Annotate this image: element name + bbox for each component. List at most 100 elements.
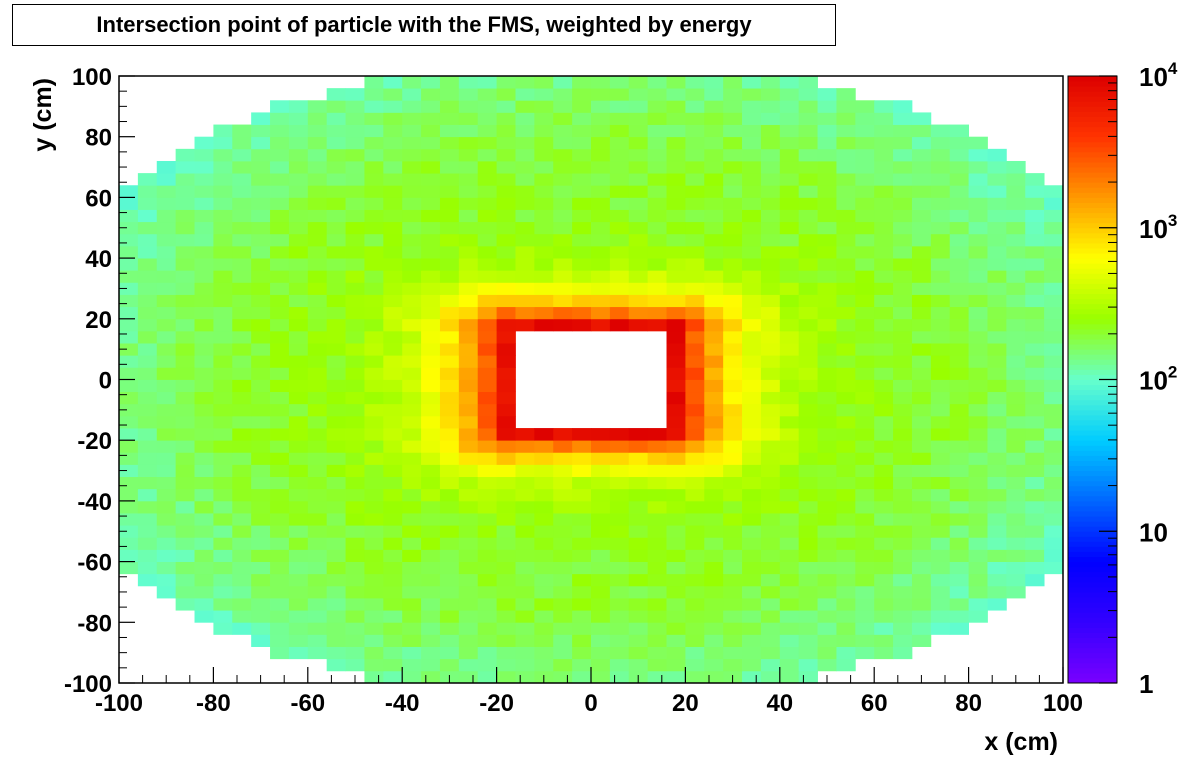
heatmap-bin xyxy=(270,646,290,660)
heatmap-bin xyxy=(742,622,762,635)
heatmap-bin xyxy=(156,233,177,247)
heatmap-bin xyxy=(968,464,988,478)
heatmap-bin xyxy=(930,610,951,623)
heatmap-bin xyxy=(213,622,233,635)
heatmap-bin xyxy=(477,367,497,380)
heatmap-bin xyxy=(723,415,743,429)
heatmap-bin xyxy=(213,500,233,514)
heatmap-bin xyxy=(572,282,592,295)
heatmap-bin xyxy=(213,549,233,562)
heatmap-bin xyxy=(326,124,346,138)
heatmap-bin xyxy=(251,355,271,368)
heatmap-bin xyxy=(515,245,535,259)
heatmap-bin xyxy=(742,415,762,429)
heatmap-bin xyxy=(572,124,592,138)
heatmap-bin xyxy=(251,488,271,502)
heatmap-bin xyxy=(723,598,743,611)
heatmap-bin xyxy=(572,670,592,684)
heatmap-bin xyxy=(572,464,592,478)
colorbar-segment xyxy=(1068,521,1117,527)
heatmap-bin xyxy=(137,221,158,235)
heatmap-bin xyxy=(288,428,309,441)
heatmap-bin xyxy=(987,197,1007,210)
heatmap-bin xyxy=(817,525,837,538)
heatmap-bin xyxy=(383,112,403,125)
heatmap-bin xyxy=(874,428,894,441)
heatmap-bin xyxy=(779,634,800,647)
heatmap-bin xyxy=(137,209,158,223)
heatmap-bin xyxy=(779,598,800,611)
heatmap-bin xyxy=(364,549,384,562)
heatmap-bin xyxy=(1025,561,1045,575)
heatmap-bin xyxy=(1006,173,1026,186)
heatmap-bin xyxy=(723,185,743,198)
heatmap-bin xyxy=(175,245,195,259)
heatmap-bin xyxy=(251,537,271,550)
heatmap-bin xyxy=(364,245,384,259)
heatmap-bin xyxy=(647,561,667,575)
heatmap-bin xyxy=(893,634,913,647)
heatmap-bin xyxy=(496,306,516,320)
colorbar-segment xyxy=(1068,227,1117,234)
colorbar-segment xyxy=(1068,602,1117,608)
heatmap-bin xyxy=(383,160,403,174)
heatmap-bin xyxy=(911,476,932,490)
heatmap-bin xyxy=(930,488,951,502)
heatmap-bin xyxy=(723,585,743,599)
heatmap-bin xyxy=(477,415,497,429)
heatmap-bin xyxy=(666,76,686,89)
heatmap-bin xyxy=(156,245,177,259)
heatmap-bin xyxy=(987,440,1007,453)
colorbar-segment xyxy=(1068,151,1117,158)
heatmap-bin xyxy=(402,573,422,587)
heatmap-bin xyxy=(628,634,649,647)
heatmap-bin xyxy=(364,270,384,283)
heatmap-bin xyxy=(421,245,441,259)
heatmap-bin xyxy=(137,270,158,283)
heatmap-bin xyxy=(402,330,422,344)
heatmap-bin xyxy=(137,318,158,332)
heatmap-bin xyxy=(874,488,894,502)
heatmap-bin xyxy=(534,148,554,162)
heatmap-bin xyxy=(911,282,932,295)
heatmap-bin xyxy=(439,525,460,538)
heatmap-bin xyxy=(628,136,649,150)
heatmap-bin xyxy=(836,573,856,587)
z-tick-label: 103 xyxy=(1139,211,1177,244)
heatmap-bin xyxy=(477,100,497,113)
heatmap-bin xyxy=(270,173,290,186)
heatmap-bin xyxy=(421,440,441,453)
x-tick-label: 20 xyxy=(672,690,699,717)
heatmap-bin xyxy=(156,537,177,550)
heatmap-bin xyxy=(1044,440,1064,453)
heatmap-bin xyxy=(288,367,309,380)
heatmap-bin xyxy=(213,598,233,611)
heatmap-bin xyxy=(666,513,686,526)
heatmap-bin xyxy=(364,88,384,101)
heatmap-bin xyxy=(609,440,630,453)
heatmap-bin xyxy=(534,513,554,526)
heatmap-bin xyxy=(666,598,686,611)
heatmap-bin xyxy=(496,513,516,526)
heatmap-bin xyxy=(194,452,214,465)
heatmap-bin xyxy=(817,221,837,235)
heatmap-bin xyxy=(968,585,988,599)
heatmap-bin xyxy=(496,233,516,247)
heatmap-bin xyxy=(251,112,271,125)
heatmap-bin xyxy=(496,76,516,89)
heatmap-bin xyxy=(968,209,988,223)
heatmap-bin xyxy=(251,197,271,210)
heatmap-bin xyxy=(251,160,271,174)
heatmap-bin xyxy=(383,537,403,550)
heatmap-bin xyxy=(402,306,422,320)
heatmap-bin xyxy=(477,124,497,138)
heatmap-bin xyxy=(779,476,800,490)
heatmap-bin xyxy=(779,500,800,514)
heatmap-bin xyxy=(534,185,554,198)
heatmap-bin xyxy=(968,330,988,344)
heatmap-bin xyxy=(836,124,856,138)
heatmap-bin xyxy=(609,100,630,113)
colorbar-segment xyxy=(1068,308,1117,315)
heatmap-bin xyxy=(213,221,233,235)
heatmap-bin xyxy=(1044,209,1064,223)
